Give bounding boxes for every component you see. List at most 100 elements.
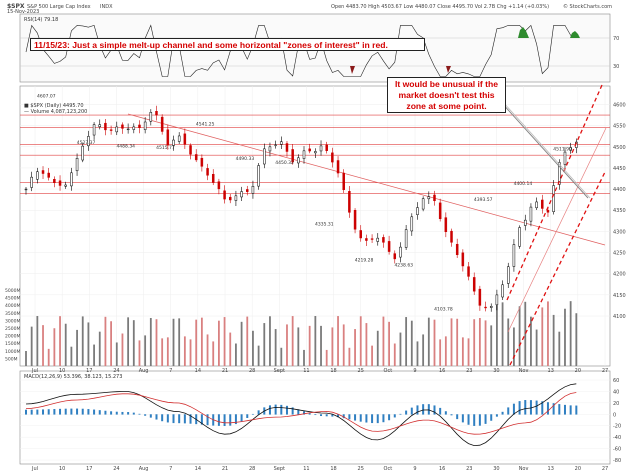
candle-body	[194, 154, 198, 161]
macd-hist-bar	[36, 409, 39, 415]
candle-body	[416, 207, 419, 215]
candle-body	[177, 135, 181, 142]
macd-label: MACD(12,26,9) 53.396, 38.123, 15.273	[24, 374, 122, 380]
volume-bar	[416, 341, 419, 366]
macd-tick-label: 40	[613, 389, 619, 395]
volume-bar	[286, 324, 288, 366]
volume-bar	[280, 347, 283, 366]
x-tick-label: 21	[222, 466, 228, 472]
volume-bar	[461, 337, 464, 366]
x-tick-label: 11	[303, 466, 309, 472]
y-tick-label: 4200	[613, 272, 626, 278]
candle-body	[285, 143, 289, 152]
volume-bar	[223, 317, 226, 366]
volume-tick-label: 5000M	[5, 288, 20, 294]
macd-hist-bar	[456, 414, 459, 420]
macd-hist-bar	[575, 405, 578, 415]
y-tick-label: 4450	[613, 166, 626, 172]
header-exchange: INDX	[100, 4, 113, 10]
price-label: 4607.07	[37, 93, 56, 99]
x-tick-label: Aug	[139, 368, 149, 374]
volume-bar	[388, 321, 391, 366]
macd-hist-bar	[308, 413, 311, 415]
volume-bars	[25, 301, 578, 366]
rsi-level-70: 70	[613, 36, 619, 42]
volume-bar	[427, 317, 430, 366]
macd-hist-bar	[399, 413, 402, 415]
volume-bar	[166, 337, 169, 366]
macd-hist-bar	[166, 414, 169, 423]
candle-body	[87, 136, 90, 147]
volume-bar	[552, 314, 555, 366]
x-tick-label: 13	[548, 466, 554, 472]
price-label: 4219.28	[355, 258, 374, 264]
macd-hist-bar	[59, 408, 62, 415]
volume-bar	[303, 349, 305, 366]
macd-hist-bar	[337, 414, 340, 418]
candle-body	[155, 111, 158, 116]
volume-tick-label: 3000M	[5, 318, 20, 324]
volume-bar	[501, 302, 504, 366]
macd-hist-bar	[93, 409, 96, 415]
macd-hist-bar	[132, 412, 135, 415]
macd-hist-bar	[473, 414, 476, 426]
macd-hist-bar	[274, 404, 277, 415]
macd-hist-bar	[178, 414, 181, 424]
x-tick-label: 23	[466, 466, 472, 472]
macd-hist-bar	[268, 405, 271, 415]
candle-body	[206, 168, 209, 176]
macd-tick-label: 0	[613, 412, 616, 418]
volume-bar	[371, 345, 373, 366]
price-label: 4103.78	[434, 306, 453, 312]
volume-bar	[354, 329, 356, 366]
x-tick-label: 21	[222, 368, 228, 374]
candle-body	[410, 216, 414, 232]
y-tick-label: 4300	[613, 229, 626, 235]
volume-bar	[121, 333, 124, 366]
candle-body	[472, 277, 476, 292]
candle-body	[115, 126, 119, 133]
channel-lower	[509, 171, 606, 366]
volume-bar	[405, 317, 408, 366]
macd-hist-bar	[297, 409, 300, 415]
volume-bar	[183, 336, 186, 366]
candle-body	[268, 146, 272, 152]
candle-body	[257, 165, 260, 187]
x-tick-label: Nov	[519, 368, 529, 374]
macd-hist-bar	[172, 414, 175, 424]
x-tick-label: 30	[493, 368, 499, 374]
macd-tick-label: -60	[613, 447, 621, 453]
y-tick-label: 4250	[613, 251, 626, 257]
macd-hist-bar	[285, 405, 288, 415]
macd-hist-bar	[320, 414, 323, 417]
macd-hist-bar	[416, 405, 419, 415]
volume-tick-label: 1000M	[5, 349, 20, 355]
volume-bar	[541, 307, 544, 366]
macd-hist-bar	[251, 413, 254, 415]
macd-hist-bar	[552, 403, 555, 415]
macd-tick-label: -80	[613, 458, 621, 464]
macd-hist-bar	[535, 400, 538, 415]
volume-bar	[484, 320, 487, 366]
candle-body	[81, 145, 84, 161]
macd-hist-bar	[507, 407, 510, 415]
volume-bar	[274, 329, 277, 366]
x-tick-label: 25	[358, 466, 364, 472]
macd-hist-bar	[240, 414, 243, 422]
volume-bar	[59, 316, 61, 366]
candle-body	[353, 209, 357, 230]
macd-hist-bar	[206, 414, 209, 426]
x-tick-label: 20	[575, 368, 581, 374]
candle-body	[64, 184, 67, 187]
macd-hist-bar	[257, 410, 260, 415]
macd-hist-bar	[354, 414, 357, 421]
candle-body	[512, 244, 516, 267]
candle-body	[75, 157, 79, 172]
volume-bar	[439, 339, 442, 366]
macd-hist-bar	[439, 407, 442, 415]
volume-bar	[507, 318, 510, 366]
x-tick-label: Nov	[519, 466, 529, 472]
candle-body	[558, 162, 561, 185]
price-label: 4527.37	[77, 140, 96, 146]
